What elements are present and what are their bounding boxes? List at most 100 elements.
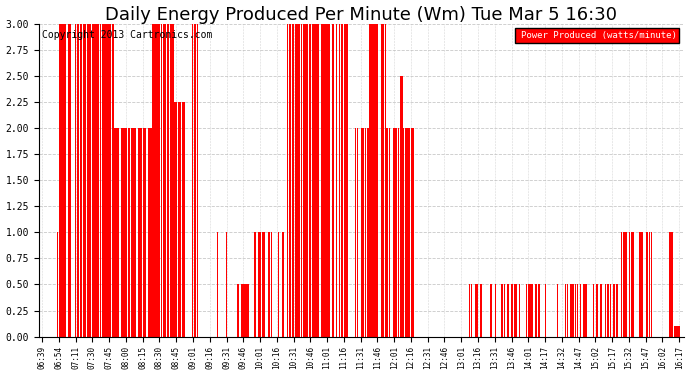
Bar — [504, 285, 505, 337]
Bar — [385, 24, 386, 337]
Bar — [245, 285, 246, 337]
Bar — [632, 232, 633, 337]
Bar — [135, 128, 137, 337]
Bar — [380, 24, 382, 337]
Bar — [626, 232, 627, 337]
Bar — [148, 128, 150, 337]
Bar — [268, 232, 269, 337]
Bar — [545, 285, 546, 337]
Bar — [303, 24, 304, 337]
Bar — [333, 24, 334, 337]
Bar — [109, 24, 110, 337]
Bar — [113, 24, 115, 337]
Bar — [237, 285, 238, 337]
Bar — [567, 285, 569, 337]
Bar — [507, 285, 509, 337]
Bar — [139, 128, 140, 337]
Bar — [247, 285, 248, 337]
Bar — [536, 285, 538, 337]
Bar — [336, 24, 337, 337]
Bar — [157, 24, 159, 337]
Bar — [586, 285, 587, 337]
Bar — [304, 24, 306, 337]
Bar — [323, 24, 324, 337]
Bar — [313, 24, 314, 337]
Bar — [373, 24, 374, 337]
Bar — [641, 232, 642, 337]
Bar — [469, 285, 470, 337]
Bar — [531, 285, 532, 337]
Bar — [495, 285, 496, 337]
Bar — [387, 128, 388, 337]
Bar — [621, 232, 622, 337]
Bar — [328, 24, 330, 337]
Bar — [289, 24, 290, 337]
Bar — [174, 102, 175, 337]
Bar — [63, 24, 65, 337]
Bar — [332, 24, 333, 337]
Bar — [164, 24, 165, 337]
Bar — [108, 24, 109, 337]
Bar — [624, 232, 626, 337]
Bar — [90, 24, 91, 337]
Bar — [241, 285, 242, 337]
Bar — [217, 232, 218, 337]
Bar — [131, 128, 132, 337]
Bar — [671, 232, 672, 337]
Bar — [679, 326, 680, 337]
Bar — [516, 285, 518, 337]
Bar — [480, 285, 481, 337]
Bar — [57, 232, 58, 337]
Bar — [61, 24, 63, 337]
Bar — [582, 285, 584, 337]
Bar — [596, 285, 597, 337]
Bar — [411, 128, 413, 337]
Bar — [129, 128, 130, 337]
Bar — [137, 128, 139, 337]
Bar — [362, 128, 363, 337]
Bar — [297, 24, 299, 337]
Bar — [89, 24, 90, 337]
Bar — [312, 24, 313, 337]
Bar — [395, 128, 396, 337]
Bar — [172, 24, 173, 337]
Bar — [584, 285, 585, 337]
Bar — [133, 128, 135, 337]
Bar — [255, 232, 256, 337]
Bar — [102, 24, 103, 337]
Bar — [383, 24, 384, 337]
Bar — [321, 24, 322, 337]
Bar — [617, 285, 618, 337]
Bar — [374, 24, 375, 337]
Bar — [107, 24, 108, 337]
Bar — [396, 128, 397, 337]
Bar — [361, 128, 362, 337]
Bar — [140, 128, 141, 337]
Bar — [377, 24, 378, 337]
Bar — [293, 24, 295, 337]
Bar — [371, 24, 372, 337]
Bar — [165, 24, 166, 337]
Bar — [314, 24, 315, 337]
Bar — [65, 24, 66, 337]
Bar — [253, 232, 255, 337]
Bar — [310, 24, 311, 337]
Bar — [573, 285, 574, 337]
Bar — [342, 24, 343, 337]
Text: Copyright 2013 Cartronics.com: Copyright 2013 Cartronics.com — [42, 30, 213, 40]
Bar — [512, 285, 513, 337]
Bar — [151, 128, 152, 337]
Bar — [674, 326, 676, 337]
Bar — [88, 24, 89, 337]
Bar — [292, 24, 293, 337]
Bar — [514, 285, 515, 337]
Bar — [640, 232, 641, 337]
Bar — [92, 24, 93, 337]
Bar — [519, 285, 520, 337]
Bar — [322, 24, 323, 337]
Bar — [118, 128, 119, 337]
Bar — [110, 24, 111, 337]
Bar — [197, 24, 198, 337]
Bar — [194, 24, 195, 337]
Bar — [471, 285, 472, 337]
